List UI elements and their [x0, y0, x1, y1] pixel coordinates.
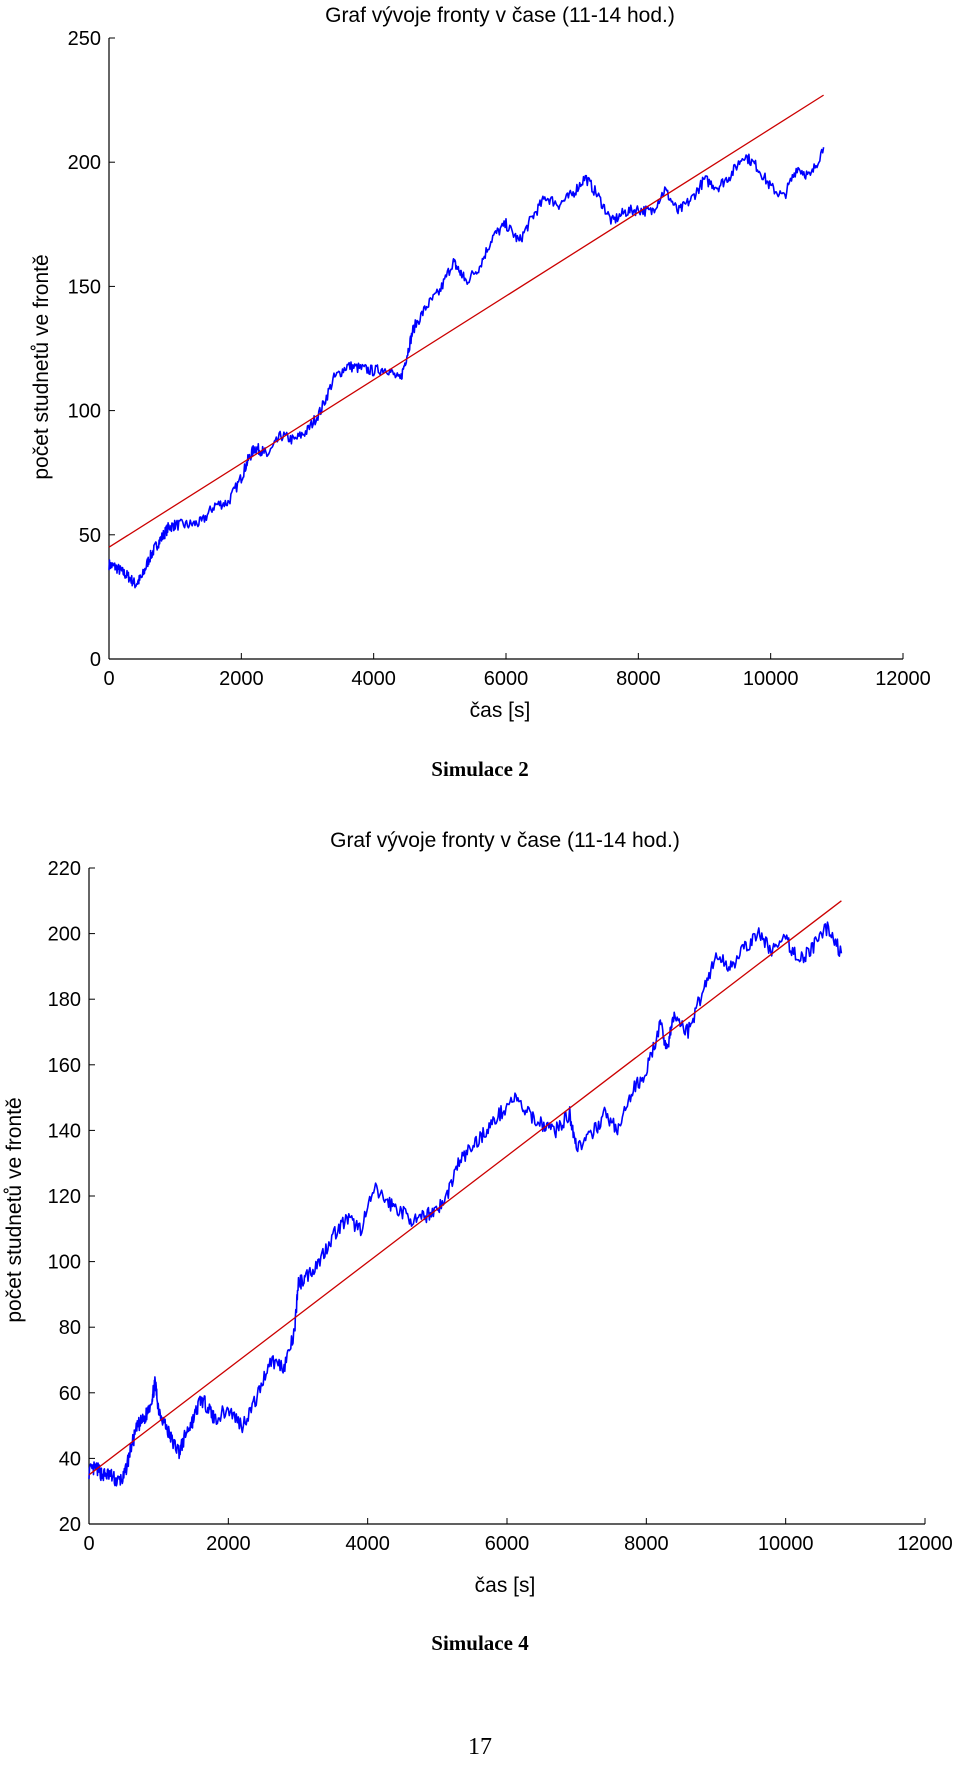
queue-length-series [108, 147, 825, 589]
y-tick-label: 250 [68, 28, 101, 50]
x-tick-label: 8000 [616, 668, 661, 690]
trend-line [108, 94, 824, 548]
x-tick-label: 4000 [345, 1533, 390, 1555]
chart-simulace-2: Graf vývoje fronty v čase (11-14 hod.) 0… [30, 4, 931, 722]
y-axis-label: počet studnetů ve frontě [30, 254, 53, 479]
y-tick-label: 80 [59, 1317, 81, 1339]
y-tick-label: 120 [48, 1186, 81, 1208]
y-tick-label: 160 [48, 1055, 81, 1077]
y-tick-label: 40 [59, 1448, 81, 1470]
y-tick-label: 200 [68, 152, 101, 174]
caption-simulace-4: Simulace 4 [431, 1631, 529, 1655]
y-tick-label: 60 [59, 1383, 81, 1405]
y-tick-label: 0 [90, 649, 101, 671]
x-tick-label: 12000 [897, 1533, 953, 1555]
x-tick-label: 10000 [743, 668, 799, 690]
page-number: 17 [468, 1734, 492, 1760]
plot-area: 0 2000 4000 6000 8000 10000 12000 0 50 100 150 200 2… [68, 28, 931, 690]
y-tick-label: 100 [48, 1252, 81, 1274]
plot-area: 0 2000 4000 6000 8000 10000 12000 20 40 60 80 100 12… [48, 858, 953, 1555]
x-tick-label: 2000 [219, 668, 264, 690]
y-tick-label: 220 [48, 858, 81, 880]
y-tick-label: 100 [68, 401, 101, 423]
chart-title: Graf vývoje fronty v čase (11-14 hod.) [325, 4, 675, 27]
x-tick-label: 4000 [351, 668, 396, 690]
chart-title: Graf vývoje fronty v čase (11-14 hod.) [330, 829, 680, 852]
queue-length-series [88, 921, 843, 1487]
trend-line [88, 900, 842, 1476]
x-tick-label: 8000 [624, 1533, 669, 1555]
x-tick-label: 6000 [484, 668, 529, 690]
x-tick-label: 0 [103, 668, 114, 690]
y-tick-label: 180 [48, 989, 81, 1011]
x-tick-label: 6000 [485, 1533, 530, 1555]
caption-simulace-2: Simulace 2 [431, 757, 529, 781]
x-axis-label: čas [s] [470, 699, 531, 722]
y-tick-label: 140 [48, 1120, 81, 1142]
chart-simulace-4: Graf vývoje fronty v čase (11-14 hod.) 0… [3, 829, 953, 1597]
x-tick-label: 12000 [875, 668, 931, 690]
x-tick-label: 0 [83, 1533, 94, 1555]
y-axis-label: počet studnetů ve frontě [3, 1097, 26, 1322]
y-tick-label: 50 [79, 525, 101, 547]
y-tick-label: 150 [68, 276, 101, 298]
y-tick-label: 20 [59, 1514, 81, 1536]
y-tick-label: 200 [48, 924, 81, 946]
x-axis-label: čas [s] [475, 1574, 536, 1597]
x-tick-label: 2000 [206, 1533, 251, 1555]
x-tick-label: 10000 [758, 1533, 814, 1555]
